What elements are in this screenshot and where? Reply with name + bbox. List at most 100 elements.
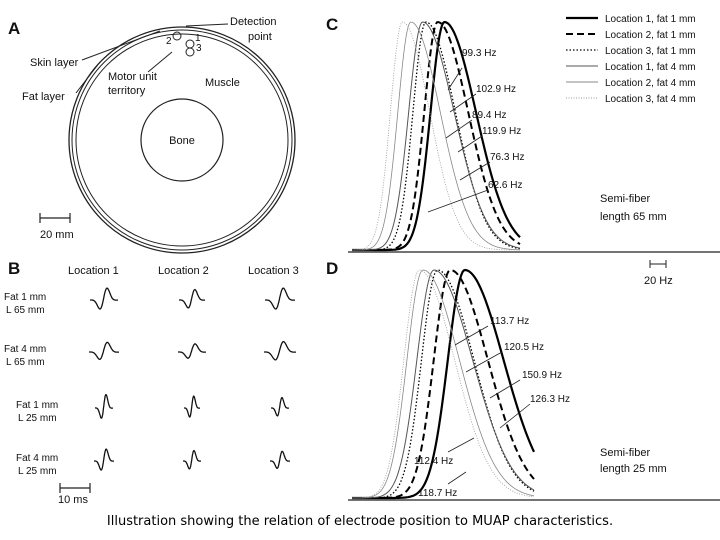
- row-4-label-1: Fat 4 mm: [16, 453, 58, 464]
- waveform-r2-c2: [178, 343, 206, 359]
- d-freq-label-5: 112.4 Hz: [414, 456, 453, 467]
- c-spectrum-4: [352, 21, 521, 251]
- bone-label: Bone: [169, 135, 195, 147]
- panel-b: B Location 1 Location 2 Location 3 Fat 1…: [4, 259, 299, 506]
- row-1-label-1: Fat 1 mm: [4, 292, 46, 303]
- c-leader-2: [449, 93, 477, 113]
- fat-ring: [75, 33, 289, 247]
- c-spectrum-6: [351, 21, 520, 251]
- c-freq-label-2: 102.9 Hz: [476, 84, 516, 95]
- location-2-marker: [185, 39, 195, 49]
- column-header-1: Location 1: [68, 265, 119, 277]
- c-freq-label-5: 76.3 Hz: [490, 152, 524, 163]
- muap-waveforms: [89, 287, 296, 471]
- c-freq-label-6: 62.6 Hz: [488, 180, 522, 191]
- d-note-2: length 25 mm: [600, 463, 667, 475]
- skin-inner-ring: [71, 29, 293, 251]
- legend-label-1: Location 1, fat 1 mm: [605, 14, 696, 25]
- d-spectrum-4: [352, 269, 535, 499]
- waveform-r1-c2: [179, 288, 205, 309]
- c-leader-4: [457, 135, 483, 153]
- c-spectrum-2: [352, 21, 521, 251]
- location-1-marker: [172, 31, 182, 41]
- panel-d-spectra: [352, 268, 535, 500]
- panel-a-letter: A: [8, 19, 20, 38]
- waveform-r4-c1: [94, 448, 114, 471]
- legend-label-3: Location 3, fat 1 mm: [605, 46, 696, 57]
- detection-label-2: point: [248, 31, 272, 43]
- c-freq-label-3: 89.4 Hz: [472, 110, 506, 121]
- c-leader-5: [459, 161, 491, 181]
- d-freq-label-6: 118.7 Hz: [418, 488, 457, 499]
- waveform-r2-c1: [89, 341, 119, 360]
- legend: Location 1, fat 1 mm Location 2, fat 1 mm…: [566, 14, 696, 105]
- column-header-2: Location 2: [158, 265, 209, 277]
- fat-leader: [75, 61, 101, 94]
- skin-outer-ring: [68, 26, 296, 254]
- location-number-1: 1: [195, 33, 201, 44]
- d-leader-5: [447, 437, 475, 453]
- skin-layer-label: Skin layer: [30, 57, 79, 69]
- c-leader-6: [427, 189, 489, 213]
- d-leader-4: [499, 403, 531, 429]
- legend-label-4: Location 1, fat 4 mm: [605, 62, 696, 73]
- territory-label-2: territory: [108, 85, 146, 97]
- panel-a-scale-label: 20 mm: [40, 229, 74, 241]
- row-1-label-2: L 65 mm: [6, 305, 45, 316]
- territory-label-1: Motor unit: [108, 71, 157, 83]
- panel-c-letter: C: [326, 15, 338, 34]
- row-4-label-2: L 25 mm: [18, 466, 57, 477]
- row-2-label-1: Fat 4 mm: [4, 344, 46, 355]
- d-leader-6: [447, 471, 467, 485]
- skin-leader: [81, 30, 161, 61]
- d-leader-1: [454, 325, 489, 346]
- waveform-r4-c3: [270, 450, 290, 469]
- d-spectrum-2: [352, 268, 535, 499]
- d-note-1: Semi-fiber: [600, 447, 650, 459]
- column-header-3: Location 3: [248, 265, 299, 277]
- waveform-r1-c1: [90, 287, 118, 310]
- c-freq-label-1: 99.3 Hz: [462, 48, 496, 59]
- figure-caption: Illustration showing the relation of ele…: [106, 514, 614, 529]
- d-spectrum-1: [352, 268, 535, 500]
- detection-leader: [185, 23, 229, 27]
- d-leader-3: [489, 379, 521, 399]
- bone-circle: [140, 98, 224, 182]
- c-note-2: length 65 mm: [600, 211, 667, 223]
- row-3-label-2: L 25 mm: [18, 413, 57, 424]
- panel-d: D 113.7 Hz 120.5 Hz 150.9 Hz 126.3 Hz 11…: [326, 259, 720, 501]
- d-freq-label-3: 150.9 Hz: [522, 370, 562, 381]
- waveform-r3-c3: [271, 396, 289, 417]
- d-spectrum-6: [352, 269, 535, 499]
- row-2-label-2: L 65 mm: [6, 357, 45, 368]
- legend-label-5: Location 2, fat 4 mm: [605, 78, 696, 89]
- c-note-1: Semi-fiber: [600, 193, 650, 205]
- legend-label-6: Location 3, fat 4 mm: [605, 94, 696, 105]
- d-freq-label-1: 113.7 Hz: [490, 316, 529, 327]
- panel-b-scale-label: 10 ms: [58, 494, 88, 506]
- c-leader-1: [447, 67, 463, 91]
- c-freq-label-4: 119.9 Hz: [482, 126, 521, 137]
- panel-c: C Location 1, fat 1 mm Location 2, fat 1 …: [326, 14, 720, 287]
- waveform-r2-c3: [264, 340, 296, 361]
- d-spectrum-5: [352, 269, 535, 499]
- waveform-r4-c2: [183, 449, 201, 470]
- d-freq-label-4: 126.3 Hz: [530, 394, 570, 405]
- location-3-marker: [185, 47, 195, 57]
- territory-leader: [147, 51, 173, 73]
- panel-a: A Bone Muscle 1 2 3 Detection point Skin…: [8, 16, 296, 254]
- panel-c-spectra: [351, 20, 521, 252]
- waveform-r1-c3: [265, 287, 295, 310]
- legend-label-2: Location 2, fat 1 mm: [605, 30, 696, 41]
- d-freq-label-2: 120.5 Hz: [504, 342, 544, 353]
- panel-b-letter: B: [8, 259, 20, 278]
- c-spectrum-5: [352, 21, 521, 251]
- waveform-r3-c2: [184, 395, 200, 418]
- location-number-2: 2: [166, 36, 172, 47]
- detection-label-1: Detection: [230, 16, 276, 28]
- fat-layer-label: Fat layer: [22, 91, 65, 103]
- panel-d-letter: D: [326, 259, 338, 278]
- c-leader-3: [445, 119, 473, 139]
- muscle-label: Muscle: [205, 77, 240, 89]
